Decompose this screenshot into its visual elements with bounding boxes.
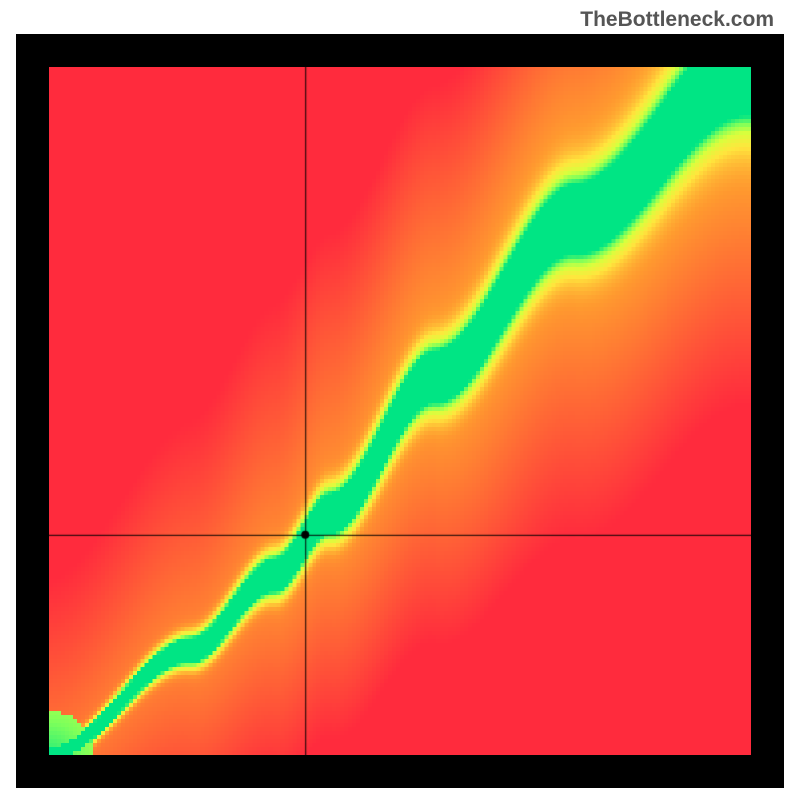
- chart-frame: [16, 34, 784, 788]
- watermark-text: TheBottleneck.com: [580, 8, 774, 32]
- crosshair-overlay: [49, 67, 751, 755]
- chart-plot-area: [49, 67, 751, 755]
